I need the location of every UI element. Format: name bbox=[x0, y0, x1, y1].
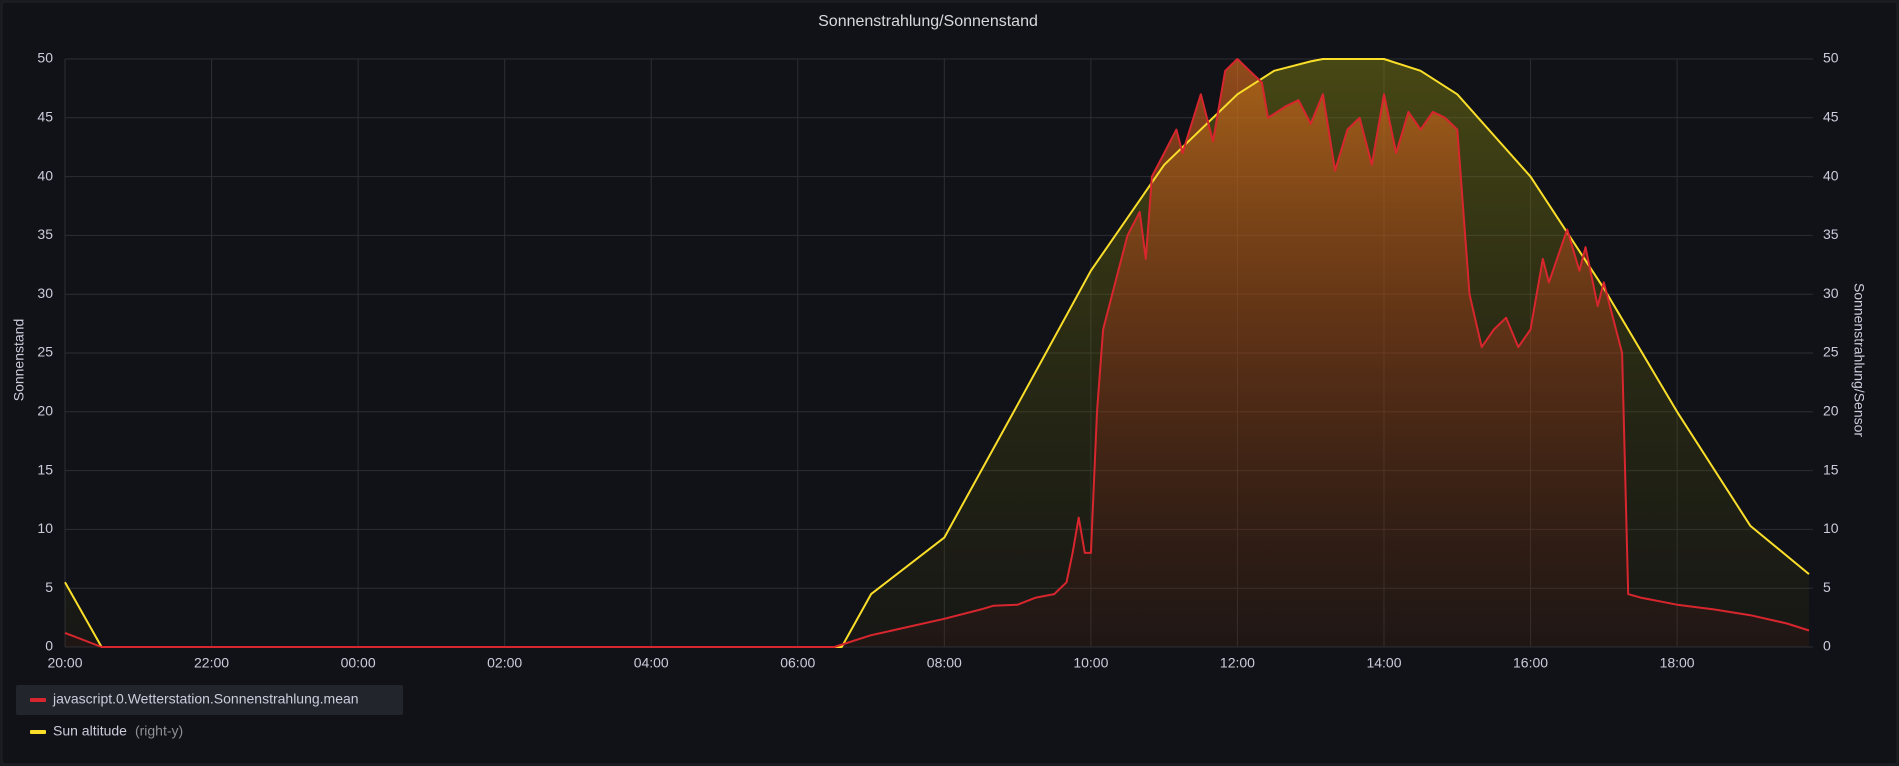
x-tick-label: 00:00 bbox=[341, 655, 376, 671]
y2-tick-label: 0 bbox=[1823, 638, 1831, 654]
x-tick-label: 20:00 bbox=[47, 655, 82, 671]
x-tick-label: 22:00 bbox=[194, 655, 229, 671]
y2-tick-label: 50 bbox=[1823, 50, 1839, 66]
x-tick-label: 06:00 bbox=[780, 655, 815, 671]
x-tick-label: 12:00 bbox=[1220, 655, 1255, 671]
area bbox=[65, 59, 1809, 647]
x-tick-label: 16:00 bbox=[1513, 655, 1548, 671]
x-tick-label: 14:00 bbox=[1366, 655, 1401, 671]
legend-swatch bbox=[30, 698, 46, 702]
y2-tick-label: 45 bbox=[1823, 109, 1839, 125]
y2-tick-label: 30 bbox=[1823, 285, 1839, 301]
line bbox=[64, 58, 1810, 648]
y-tick-label: 30 bbox=[37, 285, 53, 301]
y-tick-label: 5 bbox=[45, 579, 53, 595]
y-tick-label: 20 bbox=[37, 403, 53, 419]
y-tick-label: 25 bbox=[37, 344, 53, 360]
y-tick-label: 40 bbox=[37, 167, 53, 183]
x-tick-label: 18:00 bbox=[1660, 655, 1695, 671]
y-tick-label: 15 bbox=[37, 461, 53, 477]
legend-note: (right-y) bbox=[135, 723, 183, 739]
y-tick-label: 50 bbox=[37, 50, 53, 66]
x-tick-label: 04:00 bbox=[634, 655, 669, 671]
chart-title: Sonnenstrahlung/Sonnenstand bbox=[818, 13, 1038, 30]
y-tick-label: 35 bbox=[37, 226, 53, 242]
legend-highlight bbox=[16, 685, 403, 715]
y2-tick-label: 35 bbox=[1823, 226, 1839, 242]
y-tick-label: 10 bbox=[37, 520, 53, 536]
y2-tick-label: 5 bbox=[1823, 579, 1831, 595]
y2-tick-label: 15 bbox=[1823, 461, 1839, 477]
y2-tick-label: 10 bbox=[1823, 520, 1839, 536]
legend-label: Sun altitude bbox=[53, 723, 127, 739]
x-tick-label: 08:00 bbox=[927, 655, 962, 671]
y2-tick-label: 20 bbox=[1823, 403, 1839, 419]
y2-tick-label: 25 bbox=[1823, 344, 1839, 360]
y2-axis-label: Sonnenstrahlung/Sensor bbox=[1851, 283, 1867, 437]
y-tick-label: 45 bbox=[37, 109, 53, 125]
legend-swatch bbox=[30, 730, 46, 734]
line bbox=[64, 58, 1810, 648]
x-tick-label: 02:00 bbox=[487, 655, 522, 671]
y2-tick-label: 40 bbox=[1823, 167, 1839, 183]
legend-label: javascript.0.Wetterstation.Sonnenstrahlu… bbox=[52, 691, 359, 707]
y-tick-label: 0 bbox=[45, 638, 53, 654]
x-tick-label: 10:00 bbox=[1073, 655, 1108, 671]
y-axis-label: Sonnenstand bbox=[11, 319, 27, 402]
